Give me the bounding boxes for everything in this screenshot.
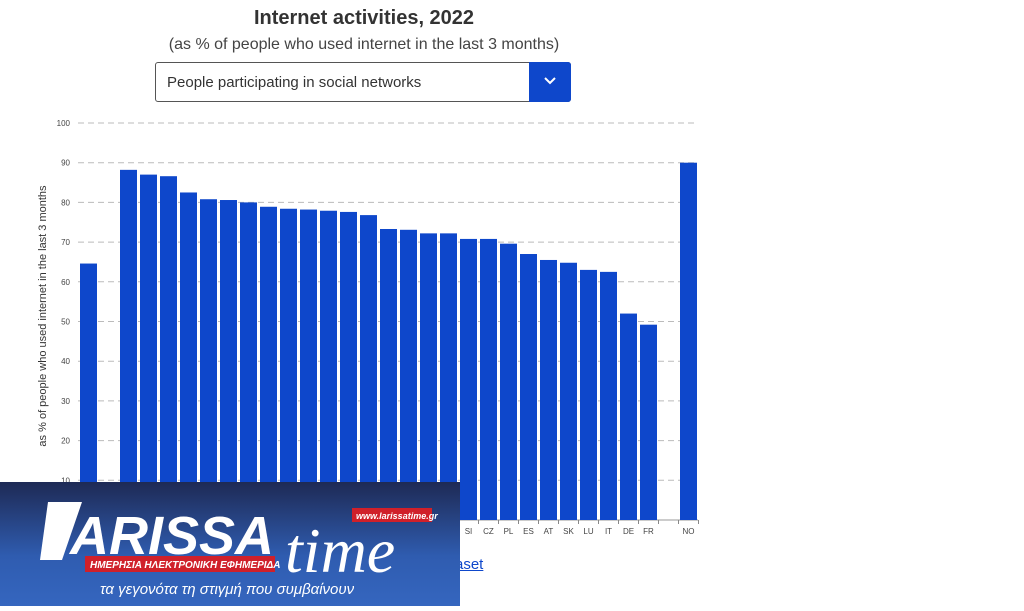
x-tick-label: IT <box>605 527 612 536</box>
bar <box>520 254 537 520</box>
bar <box>80 263 97 520</box>
bar <box>460 238 477 520</box>
logo-graphic: ARISSA time www.larissatime.gr ΗΜΕΡΗΣΙΑ … <box>40 502 438 598</box>
bar <box>280 208 297 520</box>
bar <box>540 259 557 520</box>
y-tick-label: 50 <box>61 318 70 327</box>
bar <box>360 215 377 520</box>
bar-chart: 10 20 30 40 50 60 70 80 90 100 SI CZ PL ES AT SK LU IT DE F… <box>57 119 699 536</box>
chart-title: Internet activities, 2022 <box>253 7 475 29</box>
bar <box>160 176 177 520</box>
y-tick-label: 70 <box>61 238 70 247</box>
x-tick-label: PL <box>504 527 514 536</box>
bar <box>340 211 357 520</box>
bar <box>260 206 277 520</box>
svg-text:time: time <box>285 515 395 586</box>
bar <box>140 174 157 521</box>
bar <box>220 200 237 520</box>
svg-text:τα γεγονότα τη στιγμή που συμβ: τα γεγονότα τη στιγμή που συμβαίνουν <box>100 581 355 598</box>
x-tick-label: ES <box>523 527 534 536</box>
bar <box>380 228 397 520</box>
x-tick-label: CZ <box>483 527 494 536</box>
bar <box>500 243 517 521</box>
bar <box>300 209 317 520</box>
x-tick-label: LU <box>583 527 593 536</box>
x-tick-label: SI <box>465 527 473 536</box>
dataset-link[interactable]: aset <box>455 556 484 573</box>
svg-text:ΗΜΕΡΗΣΙΑ ΗΛΕΚΤΡΟΝΙΚΗ ΕΦΗΜΕΡΙΔΑ: ΗΜΕΡΗΣΙΑ ΗΛΕΚΤΡΟΝΙΚΗ ΕΦΗΜΕΡΙΔΑ <box>90 560 280 571</box>
bar <box>620 313 637 520</box>
y-tick-label: 40 <box>61 357 70 366</box>
bar <box>420 233 437 520</box>
bar <box>580 269 597 520</box>
bar <box>320 210 337 520</box>
bar <box>200 199 217 520</box>
y-tick-label: 10 <box>61 476 70 485</box>
bar <box>480 238 497 520</box>
bar <box>400 229 417 520</box>
bar <box>600 271 617 520</box>
x-tick-label: AT <box>544 527 554 536</box>
x-tick-label: SK <box>563 527 574 536</box>
bar <box>120 169 137 520</box>
dropdown-button[interactable] <box>529 62 571 102</box>
x-tick-label: FR <box>643 527 654 536</box>
chevron-down-icon <box>544 77 556 85</box>
y-tick-label: 100 <box>57 119 71 128</box>
bar <box>180 192 197 520</box>
bar <box>240 202 257 520</box>
y-tick-label: 80 <box>61 198 70 207</box>
activity-dropdown[interactable]: People participating in social networks <box>155 62 571 102</box>
x-tick-label: NO <box>683 527 695 536</box>
svg-text:www.larissatime.gr: www.larissatime.gr <box>356 511 438 521</box>
bar <box>440 233 457 520</box>
larissatime-logo: ARISSA time www.larissatime.gr ΗΜΕΡΗΣΙΑ … <box>0 482 460 606</box>
bar <box>680 162 697 520</box>
y-tick-label: 30 <box>61 397 70 406</box>
bar <box>560 262 577 520</box>
dropdown-value: People participating in social networks <box>167 74 422 91</box>
chart-subtitle: (as % of people who used internet in the… <box>168 36 560 53</box>
y-tick-label: 20 <box>61 437 70 446</box>
y-tick-label: 60 <box>61 278 70 287</box>
bar <box>640 324 657 520</box>
x-tick-label: DE <box>623 527 634 536</box>
y-tick-label: 90 <box>61 159 70 168</box>
